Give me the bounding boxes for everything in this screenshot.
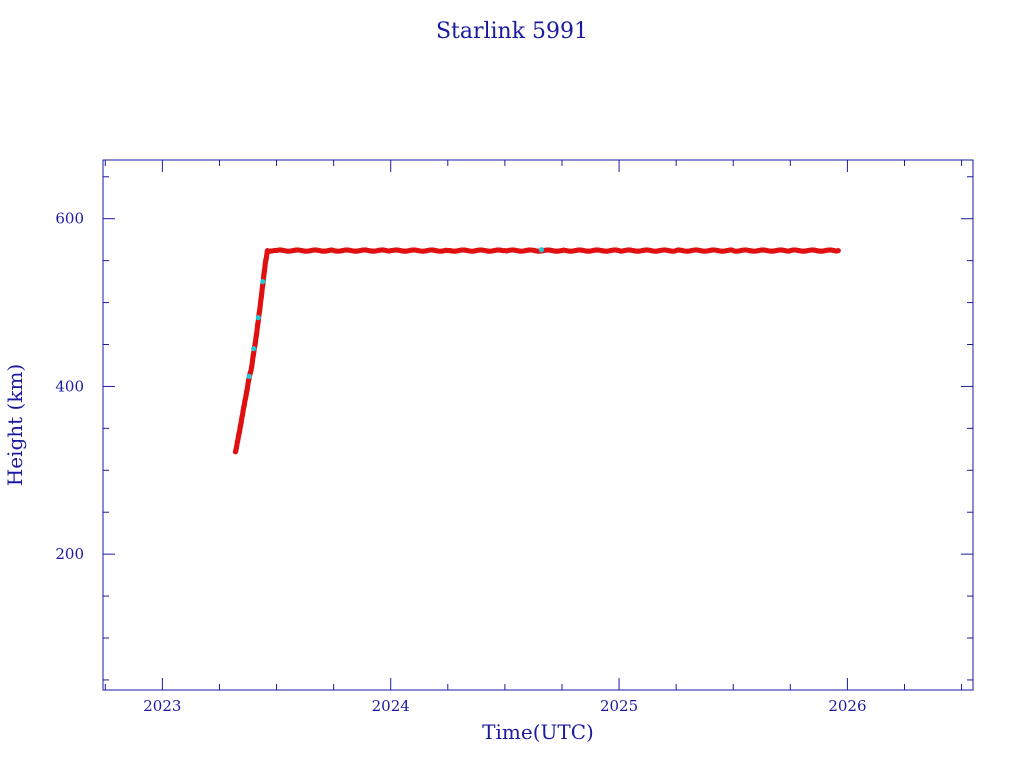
plot-frame — [102, 159, 974, 691]
x-tick-label: 2023 — [143, 697, 181, 715]
data-point — [255, 315, 261, 321]
chart-title: Starlink 5991 — [436, 19, 588, 44]
x-tick-label: 2026 — [828, 697, 866, 715]
x-tick-label: 2024 — [372, 697, 410, 715]
x-axis: 2023 2024 2025 2026 — [104, 160, 963, 715]
y-axis: 200 400 600 — [55, 176, 973, 681]
data-point — [538, 247, 545, 253]
data-point — [835, 247, 841, 254]
y-tick-label: 400 — [55, 377, 84, 395]
data-point — [260, 278, 266, 285]
data-points — [232, 247, 841, 455]
x-tick-label: 2025 — [600, 697, 638, 715]
x-axis-label: Time(UTC) — [482, 720, 594, 744]
data-point — [251, 346, 257, 352]
data-point — [246, 373, 252, 379]
y-tick-label: 200 — [55, 545, 84, 563]
y-axis-label: Height (km) — [3, 364, 27, 486]
y-tick-label: 600 — [55, 210, 84, 228]
